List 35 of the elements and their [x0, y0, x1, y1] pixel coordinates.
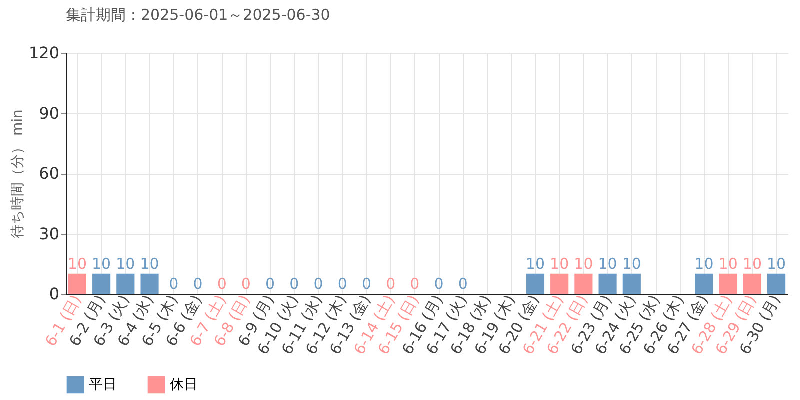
- data-label: 10: [622, 254, 642, 273]
- y-tick-label: 30: [39, 224, 60, 244]
- data-label: 0: [193, 275, 203, 293]
- data-label: 0: [290, 275, 300, 293]
- data-label: 10: [526, 254, 546, 273]
- y-tick-label: 0: [49, 284, 60, 304]
- data-label: 0: [169, 275, 179, 293]
- y-tick-label: 120: [28, 44, 60, 62]
- legend-label: 平日: [89, 376, 117, 393]
- data-label: 10: [574, 254, 594, 273]
- y-tick-label: 90: [39, 104, 60, 123]
- data-label: 0: [362, 275, 372, 293]
- data-label: 0: [266, 275, 276, 293]
- data-label: 10: [718, 254, 738, 273]
- data-label: 0: [217, 275, 227, 293]
- data-label: 0: [338, 275, 348, 293]
- chart-title: 集計期間：2025-06-01～2025-06-30: [66, 6, 330, 24]
- data-label: 0: [314, 275, 324, 293]
- data-label: 10: [767, 254, 786, 273]
- data-label: 10: [92, 254, 112, 273]
- data-label: 10: [694, 254, 714, 273]
- legend-label: 休日: [170, 376, 198, 393]
- data-label: 10: [68, 254, 87, 273]
- y-tick-label: 60: [39, 164, 60, 183]
- y-axis-title: 待ち時間（分） min: [10, 110, 26, 238]
- data-label: 10: [598, 254, 618, 273]
- data-label: 10: [550, 254, 570, 273]
- data-label: 0: [434, 275, 444, 293]
- data-label: 0: [241, 275, 251, 293]
- data-label: 0: [386, 275, 396, 293]
- data-label: 0: [458, 275, 468, 293]
- data-label: 0: [410, 275, 420, 293]
- data-label: 10: [116, 254, 136, 273]
- data-label: 10: [742, 254, 762, 273]
- data-label: 10: [140, 254, 160, 273]
